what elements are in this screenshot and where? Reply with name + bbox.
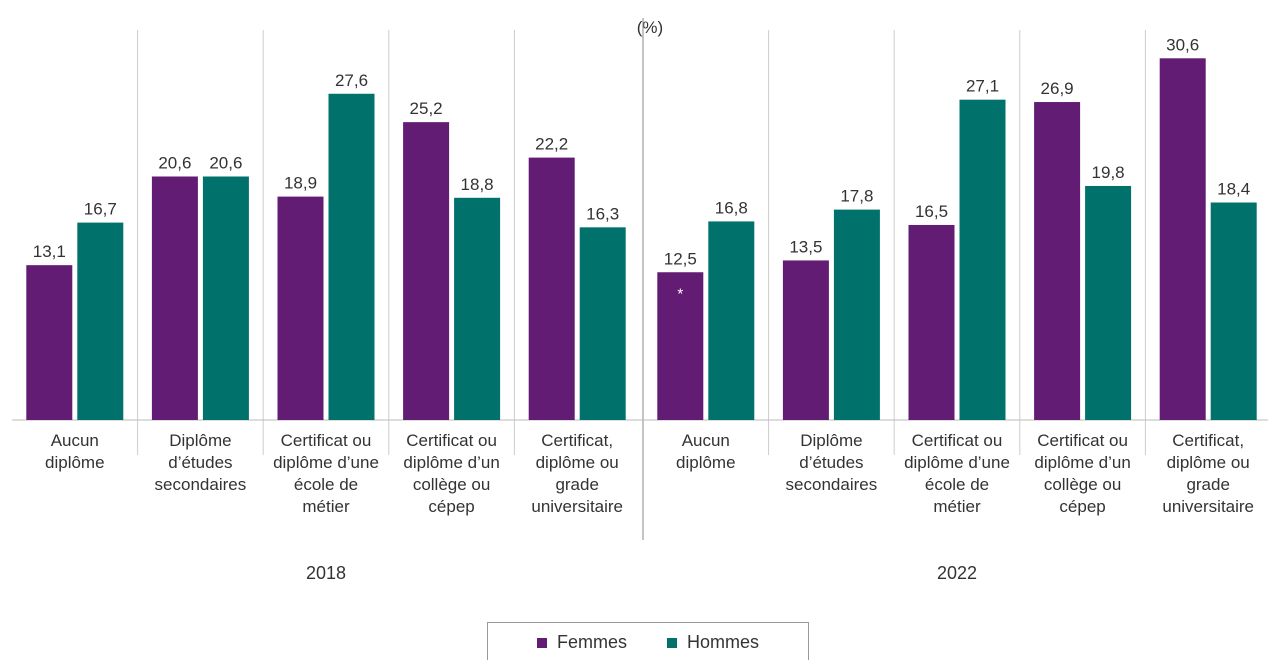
bar bbox=[277, 196, 324, 420]
x-tick-label: Certificat ou diplôme d’une école de mét… bbox=[904, 431, 1010, 516]
x-tick-label: Aucun diplôme bbox=[676, 431, 736, 472]
bar bbox=[151, 176, 198, 420]
value-label: 13,1 bbox=[33, 242, 66, 261]
value-label: 20,6 bbox=[209, 154, 242, 173]
bar bbox=[26, 265, 73, 420]
legend-swatch bbox=[536, 637, 547, 648]
bar bbox=[833, 209, 880, 420]
bar bbox=[403, 122, 450, 421]
annotation: * bbox=[677, 285, 683, 302]
bar bbox=[328, 93, 375, 420]
value-label: 27,1 bbox=[966, 77, 999, 96]
value-label: 25,2 bbox=[410, 99, 443, 118]
bar bbox=[454, 197, 501, 420]
value-label: 18,9 bbox=[284, 174, 317, 193]
bar bbox=[1085, 185, 1132, 420]
legend-label: Femmes bbox=[556, 632, 627, 652]
legend-item: Hommes bbox=[667, 632, 759, 653]
bar bbox=[1210, 202, 1257, 420]
value-label: 17,8 bbox=[840, 187, 873, 206]
x-tick-label: Certificat ou diplôme d’un collège ou cé… bbox=[1034, 431, 1131, 516]
value-label: 22,2 bbox=[535, 135, 568, 154]
x-tick-label: Certificat, diplôme ou grade universitai… bbox=[531, 431, 624, 516]
x-tick-label: Certificat ou diplôme d’une école de mét… bbox=[273, 431, 379, 516]
value-label: 26,9 bbox=[1041, 79, 1074, 98]
value-label: 18,4 bbox=[1217, 180, 1250, 199]
legend: Femmes Hommes bbox=[487, 622, 809, 660]
value-label: 30,6 bbox=[1166, 35, 1199, 54]
value-label: 13,5 bbox=[789, 237, 822, 256]
value-label: 16,5 bbox=[915, 202, 948, 221]
unit-label: (%) bbox=[637, 18, 663, 37]
bar bbox=[1159, 58, 1206, 421]
bar bbox=[708, 221, 755, 420]
bar bbox=[1034, 102, 1081, 421]
legend-swatch bbox=[667, 637, 677, 648]
bar bbox=[528, 157, 575, 420]
legend-item: Femmes bbox=[536, 632, 627, 653]
value-label: 27,6 bbox=[335, 71, 368, 90]
legend-label: Hommes bbox=[687, 632, 760, 652]
bar bbox=[77, 222, 124, 420]
value-label: 16,8 bbox=[715, 198, 748, 217]
bar bbox=[959, 99, 1006, 420]
group-label: 2022 bbox=[936, 563, 978, 583]
bar bbox=[782, 260, 829, 420]
bar bbox=[202, 176, 249, 420]
bar bbox=[657, 272, 704, 420]
value-label: 16,3 bbox=[586, 204, 619, 223]
value-label: 20,6 bbox=[158, 154, 191, 173]
value-label: 16,7 bbox=[84, 200, 117, 219]
group-label: 2018 bbox=[305, 563, 347, 583]
value-label: 18,8 bbox=[461, 175, 494, 194]
value-label: 12,5 bbox=[664, 249, 697, 268]
x-tick-label: Aucun diplôme bbox=[45, 431, 105, 472]
x-tick-label: Certificat ou diplôme d’un collège ou cé… bbox=[403, 431, 500, 516]
x-tick-label: Diplôme d’études secondaires bbox=[154, 431, 247, 494]
bar bbox=[579, 227, 626, 420]
x-tick-label: Certificat, diplôme ou grade universitai… bbox=[1162, 431, 1255, 516]
bar bbox=[908, 224, 955, 420]
value-label: 19,8 bbox=[1092, 163, 1125, 182]
x-tick-label: Diplôme d’études secondaires bbox=[785, 431, 878, 494]
